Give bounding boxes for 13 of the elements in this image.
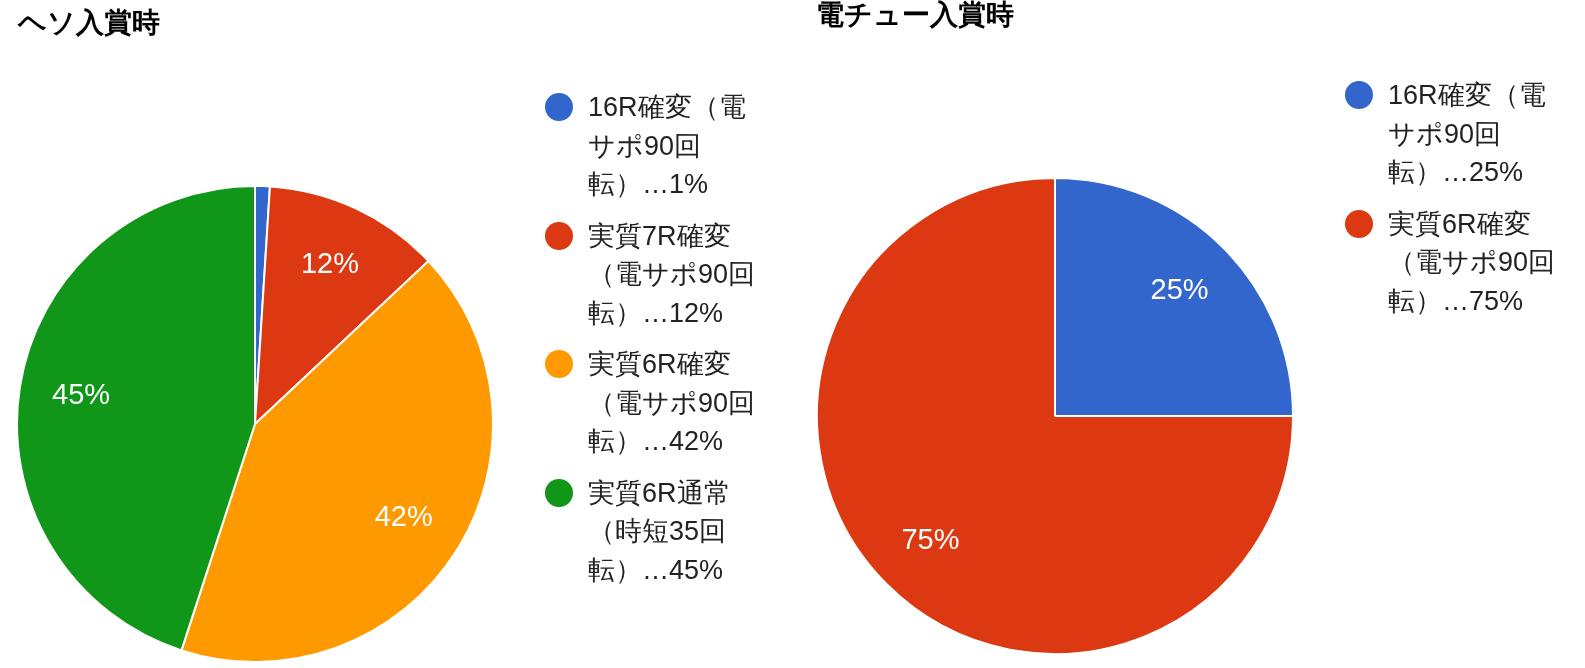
data-label: 45% xyxy=(52,378,111,411)
legend-label: 実質6R確変（電サポ90回転）…75% xyxy=(1388,207,1557,318)
data-label: 12% xyxy=(300,246,360,279)
data-label: 75% xyxy=(901,522,960,555)
legend-label: 実質7R確変（電サポ90回転）…12% xyxy=(588,219,757,330)
legend-label: 実質6R通常（時短35回転）…45% xyxy=(588,476,732,587)
chart-title: 電チュー入賞時 xyxy=(816,0,1014,32)
legend-label: 実質6R確変（電サポ90回転）…42% xyxy=(588,348,757,458)
legend-label: 16R確変（電サポ90回転）…1% xyxy=(588,91,747,201)
legend-label: 16R確変（電サポ90回転）…25% xyxy=(1388,79,1547,189)
data-label: 25% xyxy=(1150,273,1209,306)
chart-title: ヘソ入賞時 xyxy=(18,6,160,40)
data-label: 42% xyxy=(374,500,433,533)
